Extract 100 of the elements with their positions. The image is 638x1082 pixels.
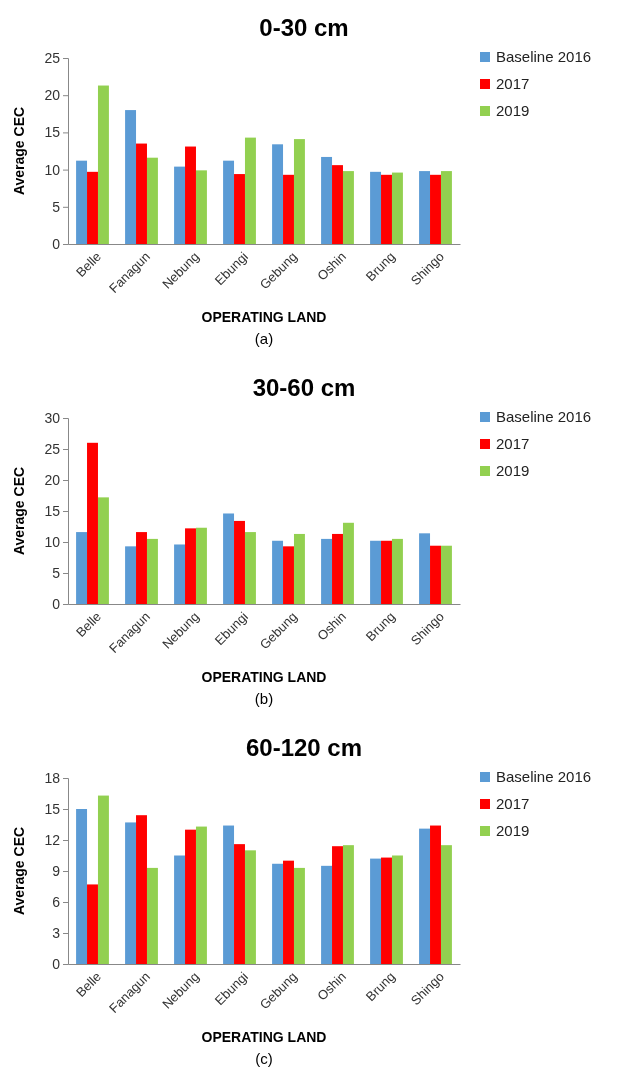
- y-tick-label: 3: [52, 924, 61, 941]
- bar: [419, 533, 431, 604]
- bar: [234, 520, 245, 604]
- y-axis-title: Average CEC: [11, 826, 27, 916]
- bar: [293, 139, 305, 244]
- bar: [244, 532, 256, 604]
- bar: [430, 174, 441, 244]
- bar: [272, 144, 284, 244]
- legend-label: 2019: [496, 821, 530, 839]
- bar: [381, 540, 392, 604]
- legend-label: 2017: [496, 74, 530, 92]
- bar: [321, 865, 333, 964]
- bar: [125, 546, 137, 604]
- y-tick-label: 20: [44, 471, 61, 488]
- bar: [342, 171, 354, 244]
- bar: [342, 845, 354, 964]
- bar: [146, 867, 158, 964]
- bar: [174, 166, 186, 244]
- legend-label: Baseline 2016: [496, 767, 592, 785]
- bar: [125, 822, 137, 964]
- y-tick-label: 6: [52, 893, 61, 910]
- legend-label: 2017: [496, 434, 530, 452]
- bar: [76, 160, 88, 244]
- bar: [195, 826, 207, 964]
- legend-label: 2019: [496, 461, 530, 479]
- bar: [391, 855, 403, 964]
- text: (b): [254, 690, 274, 707]
- bar: [97, 497, 109, 604]
- bar: [136, 815, 147, 964]
- bar: [87, 171, 98, 244]
- y-tick-label: 0: [52, 235, 61, 252]
- y-tick-label: 10: [44, 533, 61, 550]
- bar: [146, 157, 158, 244]
- y-tick-label: 0: [52, 595, 61, 612]
- y-tick-label: 15: [44, 800, 61, 817]
- bar: [321, 538, 333, 604]
- y-tick-label: 25: [44, 440, 61, 457]
- bar: [174, 855, 186, 964]
- bar: [391, 172, 403, 244]
- bar: [223, 160, 235, 244]
- y-tick-label: 15: [44, 502, 61, 519]
- bar: [272, 863, 284, 964]
- bar: [370, 171, 382, 244]
- bar: [76, 809, 88, 964]
- bar: [185, 528, 196, 604]
- chart-title: 30-60 cm: [252, 374, 356, 401]
- text: (c): [255, 1050, 273, 1067]
- y-tick-label: 12: [44, 831, 61, 848]
- legend-label: Baseline 2016: [496, 47, 592, 65]
- bar: [293, 867, 305, 964]
- bar: [223, 513, 235, 604]
- bar: [97, 85, 109, 244]
- y-tick-label: 18: [44, 769, 61, 786]
- bar: [332, 846, 343, 964]
- bar: [244, 137, 256, 244]
- bar: [195, 527, 207, 604]
- y-tick-label: 5: [52, 564, 61, 581]
- y-axis-title: Average CEC: [11, 466, 27, 556]
- bar: [440, 171, 452, 244]
- bar: [185, 146, 196, 244]
- x-axis-title: OPERATING LAND: [201, 1029, 327, 1045]
- bar: [136, 143, 147, 244]
- y-tick-label: 25: [44, 49, 61, 66]
- bar: [332, 165, 343, 244]
- y-axis-title: Average CEC: [11, 106, 27, 196]
- bar: [370, 540, 382, 604]
- bar: [272, 540, 284, 604]
- bar: [223, 825, 235, 964]
- legend-label: Baseline 2016: [496, 407, 592, 425]
- bar: [440, 845, 452, 964]
- y-tick-label: 20: [44, 87, 61, 104]
- chart-title: 60-120 cm: [245, 734, 363, 761]
- legend-label: 2017: [496, 794, 530, 812]
- x-axis-title: OPERATING LAND: [201, 309, 327, 325]
- bar: [185, 829, 196, 964]
- bar: [419, 171, 431, 244]
- y-tick-label: 15: [44, 124, 61, 141]
- bar: [136, 532, 147, 604]
- chart-title: 0-30 cm: [259, 14, 349, 41]
- bar: [321, 156, 333, 244]
- y-tick-label: 9: [52, 862, 61, 879]
- bar: [332, 533, 343, 604]
- x-axis-title: OPERATING LAND: [201, 669, 327, 685]
- bar: [234, 844, 245, 964]
- bar: [125, 110, 137, 244]
- y-tick-label: 5: [52, 198, 61, 215]
- y-tick-label: 30: [44, 409, 61, 426]
- bar: [244, 850, 256, 964]
- bar: [440, 545, 452, 604]
- bar: [283, 174, 294, 244]
- bar: [195, 170, 207, 244]
- bar: [381, 857, 392, 964]
- bar: [293, 533, 305, 604]
- y-tick-label: 0: [52, 955, 61, 972]
- legend-label: 2019: [496, 101, 530, 119]
- y-tick-label: 10: [44, 161, 61, 178]
- bar: [146, 538, 158, 604]
- bar: [283, 860, 294, 964]
- bar: [342, 522, 354, 604]
- bar: [87, 442, 98, 604]
